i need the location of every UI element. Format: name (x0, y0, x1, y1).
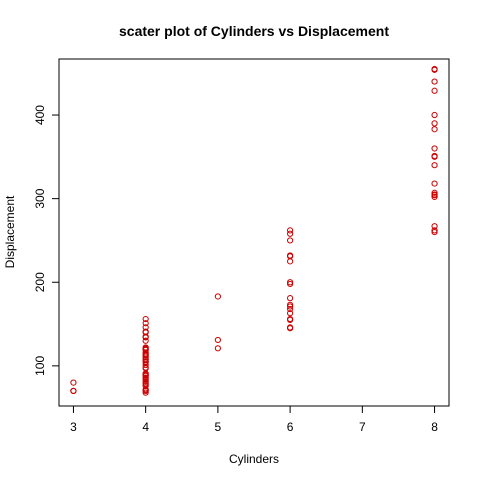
x-axis-label: Cylinders (229, 452, 279, 466)
data-point (431, 78, 438, 85)
data-point (287, 305, 294, 313)
x-tick-label: 4 (142, 420, 149, 434)
x-tick-label: 3 (70, 420, 77, 434)
data-point (70, 387, 77, 395)
data-points (70, 65, 438, 396)
data-point (287, 301, 294, 308)
data-point (431, 162, 438, 169)
data-point (287, 324, 294, 331)
y-axis: 100 200 300 400 (33, 105, 60, 376)
data-point (431, 152, 438, 160)
x-tick-label: 6 (287, 420, 294, 434)
data-point (142, 337, 149, 344)
data-point (287, 258, 294, 265)
data-point (214, 336, 221, 344)
data-point (431, 120, 438, 127)
y-tick-label: 100 (33, 356, 47, 376)
y-axis-label: Displacement (3, 195, 17, 268)
data-point (214, 345, 221, 352)
x-tick-label: 7 (359, 420, 366, 434)
data-point (287, 230, 294, 237)
data-point (287, 237, 294, 244)
data-point (142, 324, 149, 331)
data-point (431, 180, 438, 187)
data-point (431, 87, 438, 94)
data-point (431, 227, 438, 234)
x-tick-label: 5 (215, 420, 222, 434)
data-point (287, 310, 294, 317)
x-tick-label: 8 (431, 420, 438, 434)
data-point (431, 126, 438, 133)
data-point (142, 315, 149, 323)
data-point (287, 279, 294, 286)
data-point (431, 111, 438, 119)
chart-title: scater plot of Cylinders vs Displacement (119, 23, 389, 39)
data-point (431, 65, 438, 73)
data-point (287, 252, 294, 259)
data-point (142, 328, 149, 335)
data-point (431, 189, 438, 196)
data-point (214, 293, 221, 300)
data-point (287, 315, 294, 323)
plot-area-frame (58, 58, 450, 407)
y-tick-label: 300 (33, 188, 47, 208)
data-point (287, 295, 294, 302)
y-tick-label: 200 (33, 272, 47, 292)
data-point (287, 227, 294, 234)
data-point (142, 320, 149, 327)
x-axis: 3 4 5 6 7 8 (70, 405, 438, 434)
data-point (142, 344, 149, 351)
data-point (431, 223, 438, 230)
y-tick-label: 400 (33, 105, 47, 125)
data-point (70, 379, 77, 386)
data-point (431, 145, 438, 152)
